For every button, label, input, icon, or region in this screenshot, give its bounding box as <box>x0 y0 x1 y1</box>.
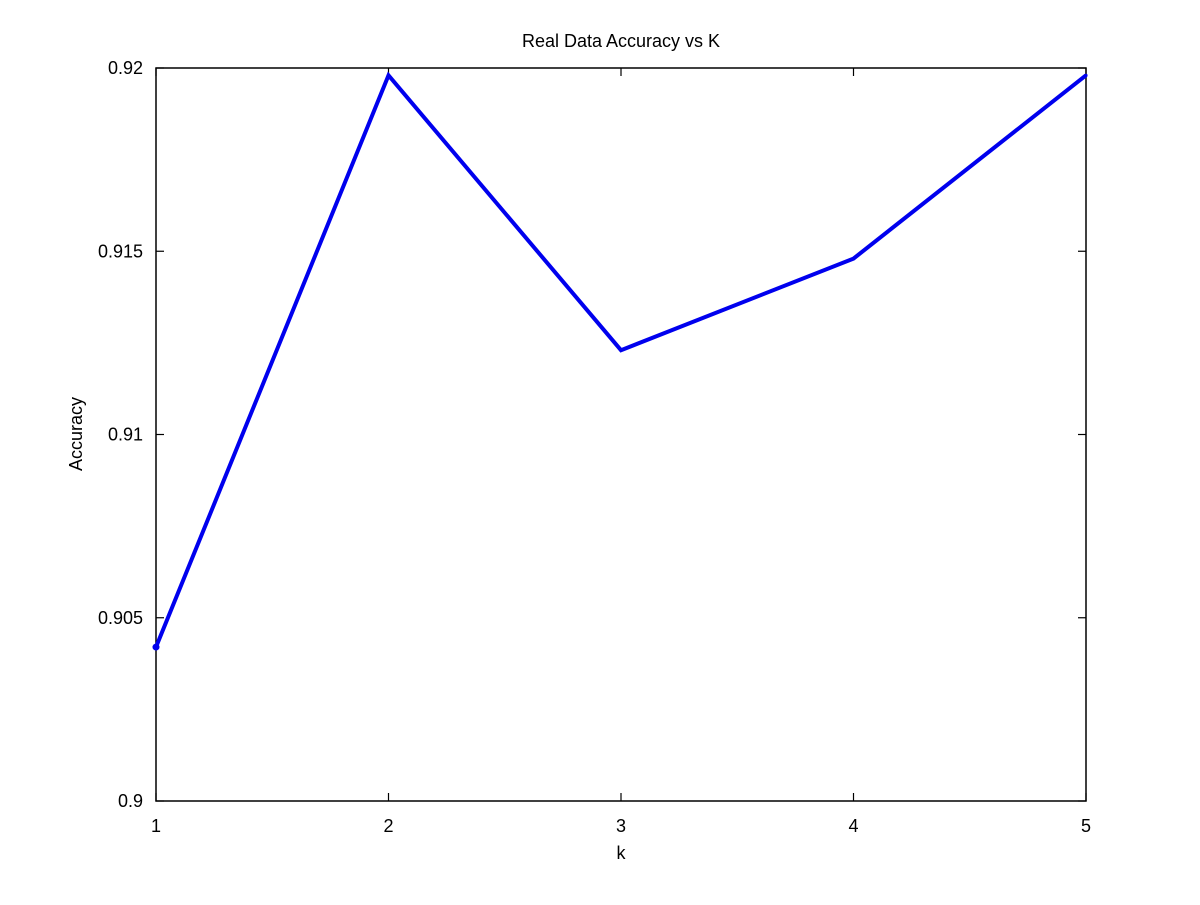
x-tick-label: 4 <box>848 816 858 836</box>
tick-labels: 1 2 3 4 5 0.9 0.905 0.91 0.915 0.92 <box>98 58 1091 836</box>
x-tick-label: 5 <box>1081 816 1091 836</box>
plot-area-frame <box>155 67 1087 802</box>
y-tick-label: 0.92 <box>108 58 143 78</box>
series-layer <box>152 71 1088 651</box>
x-tick-label: 1 <box>151 816 161 836</box>
y-tick-label: 0.905 <box>98 608 143 628</box>
series-line <box>154 71 1088 648</box>
data-point <box>851 256 856 261</box>
axis-ticks <box>155 67 1087 802</box>
data-point <box>1084 73 1088 77</box>
y-tick-label: 0.9 <box>118 791 143 811</box>
x-tick-label: 3 <box>616 816 626 836</box>
x-axis-label: k <box>617 843 627 863</box>
data-point <box>386 73 391 77</box>
data-point <box>619 348 623 352</box>
x-tick-label: 2 <box>383 816 393 836</box>
data-point <box>152 643 160 651</box>
y-tick-label: 0.91 <box>108 425 143 445</box>
y-axis-label: Accuracy <box>66 397 86 471</box>
y-tick-label: 0.915 <box>98 241 143 261</box>
chart-title: Real Data Accuracy vs K <box>522 31 720 51</box>
